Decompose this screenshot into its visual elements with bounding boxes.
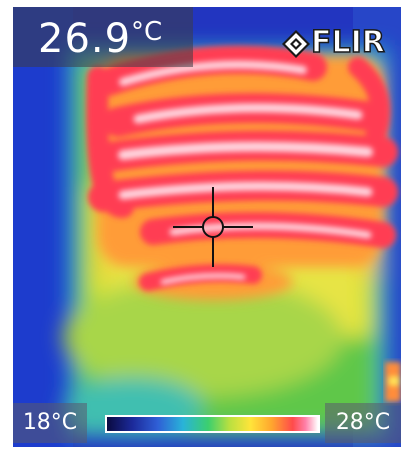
- scale-max-label: 28°C: [325, 403, 401, 443]
- brand-name: FLIR: [310, 24, 385, 61]
- thermal-viewer: 26.9 °C FLIR 18°C 28°C: [13, 7, 401, 447]
- crosshair-icon: [173, 187, 253, 267]
- thermal-image: [13, 7, 401, 447]
- flir-diamond-icon: [282, 30, 310, 58]
- reading-unit: °C: [131, 17, 163, 47]
- color-scale-bar: [105, 415, 320, 433]
- temperature-scale: 18°C 28°C: [13, 403, 401, 447]
- scale-min-label: 18°C: [13, 403, 87, 443]
- temperature-readout: 26.9 °C: [13, 7, 193, 67]
- reading-value: 26.9: [38, 16, 132, 62]
- brand-logo: FLIR: [281, 24, 396, 61]
